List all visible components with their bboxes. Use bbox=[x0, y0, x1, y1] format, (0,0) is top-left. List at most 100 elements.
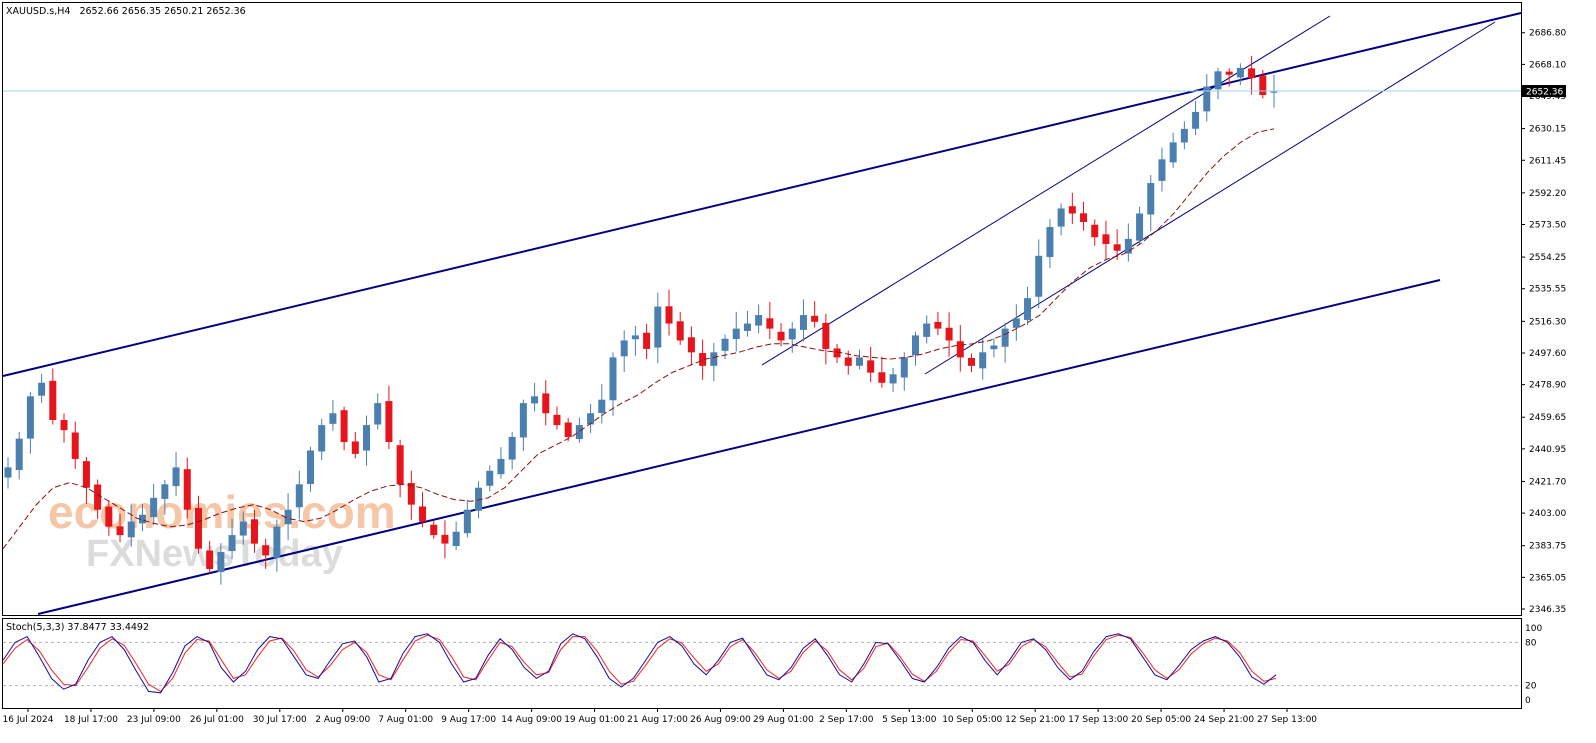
time-tick-label: 26 Jul 01:00 bbox=[190, 715, 244, 725]
candle-body bbox=[363, 425, 371, 451]
candle-up bbox=[911, 331, 919, 366]
candle-down bbox=[766, 301, 774, 339]
candle-body bbox=[419, 506, 427, 522]
candle-down bbox=[699, 339, 707, 380]
candle-body bbox=[1169, 142, 1177, 163]
candle-down bbox=[396, 439, 404, 498]
channel-lines[interactable] bbox=[2, 12, 1522, 615]
candle-body bbox=[497, 458, 505, 475]
price-tick-label: 2668.10 bbox=[1529, 60, 1566, 70]
candle-down bbox=[1091, 219, 1099, 246]
candle-body bbox=[934, 321, 942, 329]
candle-up bbox=[150, 484, 158, 526]
candle-up bbox=[855, 349, 863, 370]
candle-body bbox=[1236, 67, 1244, 78]
candle-body bbox=[710, 352, 718, 366]
channel-outer-lower[interactable] bbox=[37, 279, 1441, 615]
candle-down bbox=[665, 289, 673, 336]
candle-body bbox=[1192, 111, 1200, 129]
candle-body bbox=[463, 509, 471, 534]
price-tick-label: 2383.75 bbox=[1529, 542, 1566, 552]
candle-body bbox=[833, 348, 841, 358]
candle-body bbox=[755, 315, 763, 326]
candle-body bbox=[116, 526, 124, 536]
time-tick-label: 30 Jul 17:00 bbox=[253, 715, 307, 725]
candle-down bbox=[194, 495, 202, 554]
price-tick-label: 2421.70 bbox=[1529, 477, 1566, 487]
channel-inner-upper[interactable] bbox=[761, 15, 1331, 366]
candle-body bbox=[732, 328, 740, 339]
candle-up bbox=[127, 504, 135, 547]
stochastic-label: Stoch(5,3,3) 37.8477 33.4492 bbox=[6, 622, 149, 633]
candle-body bbox=[1035, 255, 1043, 297]
candle-up bbox=[598, 384, 606, 424]
candle-up bbox=[1147, 174, 1155, 232]
time-axis[interactable]: 16 Jul 2024 18 Jul 17:00 23 Jul 09:00 26 Ju… bbox=[3, 708, 1318, 725]
candle-body bbox=[945, 327, 953, 341]
candle-up bbox=[374, 393, 382, 430]
candle-body bbox=[575, 425, 583, 440]
candle-body bbox=[206, 550, 214, 569]
channel-outer-upper[interactable] bbox=[2, 12, 1522, 377]
candle-down bbox=[956, 325, 964, 372]
candle-body bbox=[295, 484, 303, 508]
candle-body bbox=[990, 345, 998, 350]
candle-down bbox=[564, 418, 572, 442]
candle-down bbox=[968, 353, 976, 373]
candle-body bbox=[531, 396, 539, 404]
candle-up bbox=[363, 415, 371, 466]
stoch-axis-label: 80 bbox=[1525, 638, 1537, 648]
candle-up bbox=[1203, 74, 1211, 122]
candle-down bbox=[1068, 192, 1076, 225]
candle-body bbox=[239, 521, 247, 536]
candle-body bbox=[127, 521, 135, 538]
candle-body bbox=[687, 337, 695, 353]
candlesticks bbox=[4, 55, 1278, 585]
candle-body bbox=[766, 318, 774, 329]
price-tick-label: 2497.60 bbox=[1529, 349, 1566, 359]
candle-body bbox=[1080, 213, 1088, 222]
stoch-main-line bbox=[2, 633, 1277, 694]
candle-up bbox=[138, 504, 146, 532]
candle-body bbox=[1057, 208, 1065, 227]
candle-body bbox=[654, 306, 662, 348]
candle-body bbox=[1046, 227, 1054, 257]
candle-body bbox=[956, 341, 964, 358]
candle-body bbox=[844, 357, 852, 366]
time-tick-label: 14 Aug 09:00 bbox=[501, 715, 562, 725]
current-price-value: 2652.36 bbox=[1526, 88, 1563, 98]
candle-body bbox=[1124, 238, 1132, 254]
price-axis[interactable]: 2686.802668.102649.452630.152611.452592.… bbox=[1521, 29, 1566, 615]
candle-up bbox=[295, 470, 303, 520]
channel-inner-lower[interactable] bbox=[924, 21, 1496, 375]
candle-down bbox=[49, 368, 57, 425]
candle-body bbox=[721, 338, 729, 351]
stoch-signal-line bbox=[2, 634, 1277, 693]
candle-body bbox=[71, 432, 79, 459]
candle-up bbox=[990, 338, 998, 358]
candle-down bbox=[878, 356, 886, 388]
candle-up bbox=[1012, 304, 1020, 341]
candle-body bbox=[1068, 206, 1076, 214]
candle-body bbox=[94, 484, 102, 510]
candle-body bbox=[699, 353, 707, 366]
price-tick-label: 2440.95 bbox=[1529, 445, 1566, 455]
candle-up bbox=[799, 299, 807, 342]
price-tick-label: 2516.30 bbox=[1529, 317, 1566, 327]
candle-up bbox=[609, 352, 617, 416]
candle-down bbox=[385, 385, 393, 449]
time-tick-label: 29 Aug 01:00 bbox=[753, 715, 814, 725]
candle-body bbox=[968, 357, 976, 366]
candle-up bbox=[497, 447, 505, 479]
candle-down bbox=[844, 350, 852, 375]
candle-down bbox=[407, 470, 415, 520]
candle-body bbox=[49, 380, 57, 421]
candle-up bbox=[1001, 323, 1009, 363]
candle-down bbox=[419, 491, 427, 528]
candle-body bbox=[979, 352, 987, 369]
candle-body bbox=[329, 413, 337, 424]
candle-down bbox=[676, 311, 684, 345]
candle-up bbox=[463, 499, 471, 538]
candle-body bbox=[486, 470, 494, 486]
